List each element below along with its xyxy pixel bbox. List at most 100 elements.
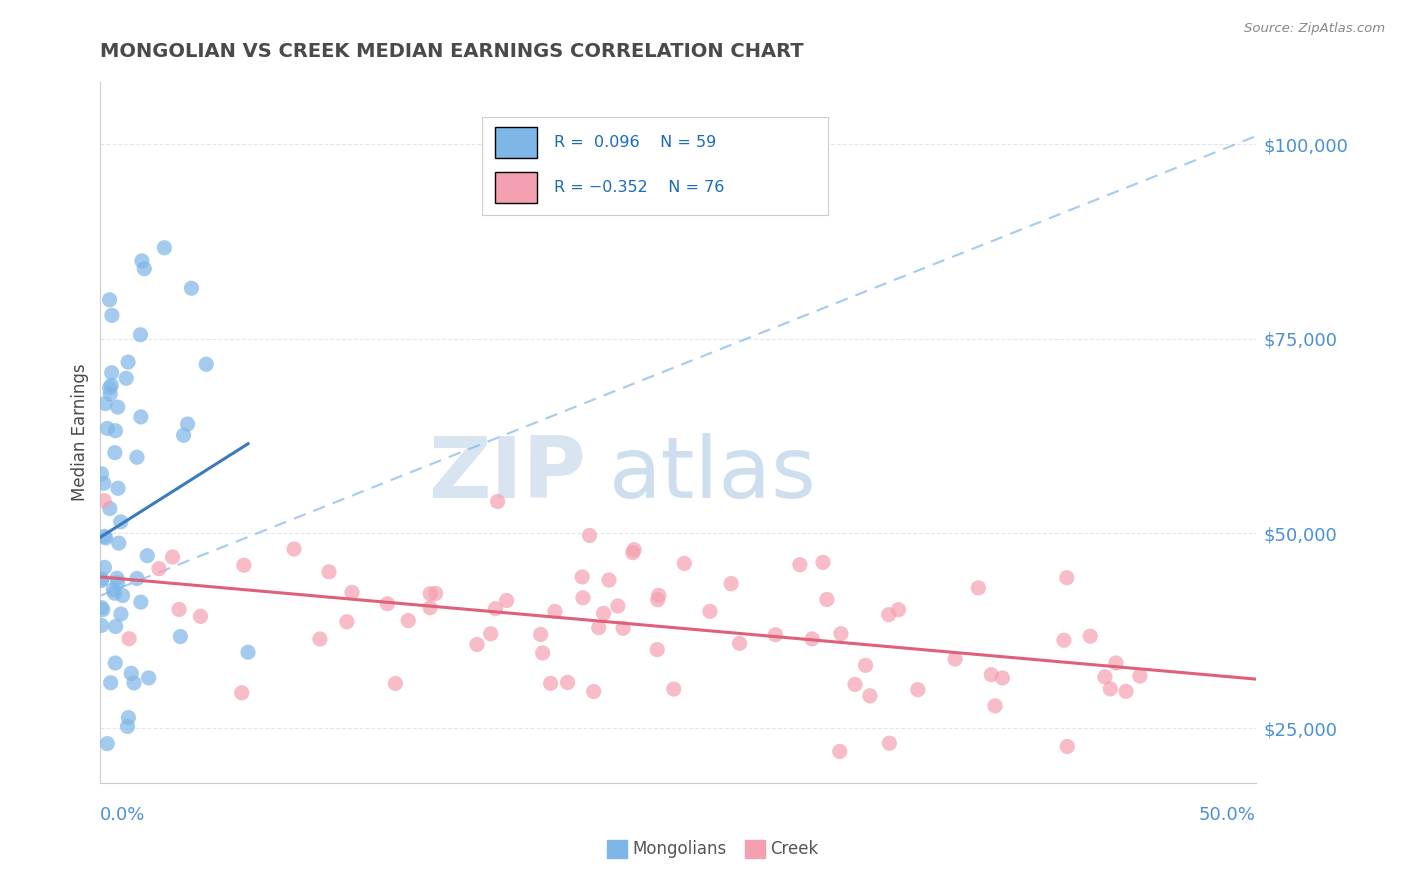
Point [90,467,112,481]
Text: Source: ZipAtlas.com: Source: ZipAtlas.com [1244,22,1385,36]
Point [396,614,419,628]
Point [93,493,115,508]
Point [117,355,139,369]
Point [540,676,562,690]
Point [104,656,127,670]
Point [623,542,645,557]
Point [167,602,190,616]
Point [117,719,139,733]
Point [195,357,218,371]
Point [855,658,877,673]
Point [479,627,502,641]
Point [1115,684,1137,698]
Point [100,675,122,690]
Point [578,528,600,542]
Text: Mongolians: Mongolians [633,840,727,858]
Point [592,607,614,621]
Point [120,666,142,681]
Point [598,573,620,587]
Point [118,632,141,646]
Point [645,642,668,657]
Point [980,667,1002,681]
Point [153,241,176,255]
Point [530,627,553,641]
Point [1105,656,1128,670]
Point [105,571,128,585]
Point [94,396,117,410]
Point [425,586,447,600]
Point [110,607,132,621]
Point [1056,739,1078,754]
Point [90,871,112,885]
Point [544,604,567,618]
Point [340,585,363,599]
Point [107,400,129,414]
Point [98,381,121,395]
Point [134,261,156,276]
Point [131,253,153,268]
Point [336,615,359,629]
Point [90,600,112,615]
Point [136,549,159,563]
Point [98,387,121,401]
Point [572,591,595,605]
Point [98,293,121,307]
Point [129,595,152,609]
Point [107,481,129,495]
Point [612,621,634,635]
Point [582,684,605,698]
Point [588,621,610,635]
Point [375,597,398,611]
Point [101,309,124,323]
Point [100,366,122,380]
Point [111,589,134,603]
Point [765,628,787,642]
Point [107,575,129,590]
Point [1078,629,1101,643]
Point [93,529,115,543]
Point [93,476,115,491]
Point [1053,633,1076,648]
Point [232,558,254,573]
Point [531,646,554,660]
Point [465,637,488,651]
Point [309,632,332,646]
Point [117,711,139,725]
Text: ZIP: ZIP [427,433,585,516]
Point [122,676,145,690]
Point [943,652,966,666]
Point [125,450,148,465]
Point [662,681,685,696]
Point [98,501,121,516]
Point [699,604,721,618]
Point [991,671,1014,685]
Point [673,557,696,571]
Point [96,737,118,751]
Point [967,581,990,595]
Text: 0.0%: 0.0% [100,806,146,824]
Point [104,619,127,633]
Point [811,555,834,569]
Point [115,371,138,385]
Point [830,626,852,640]
Point [162,550,184,565]
Point [173,428,195,442]
Point [907,682,929,697]
Point [107,536,129,550]
Text: 50.0%: 50.0% [1199,806,1256,824]
Point [828,744,851,758]
Point [647,592,669,607]
Text: atlas: atlas [609,433,817,516]
Point [125,572,148,586]
Point [180,281,202,295]
Point [129,409,152,424]
Point [100,378,122,392]
Point [90,574,112,588]
Y-axis label: Median Earnings: Median Earnings [72,363,89,501]
Point [887,603,910,617]
Point [176,417,198,431]
Point [96,421,118,435]
Point [142,831,165,846]
Point [94,531,117,545]
Point [129,327,152,342]
